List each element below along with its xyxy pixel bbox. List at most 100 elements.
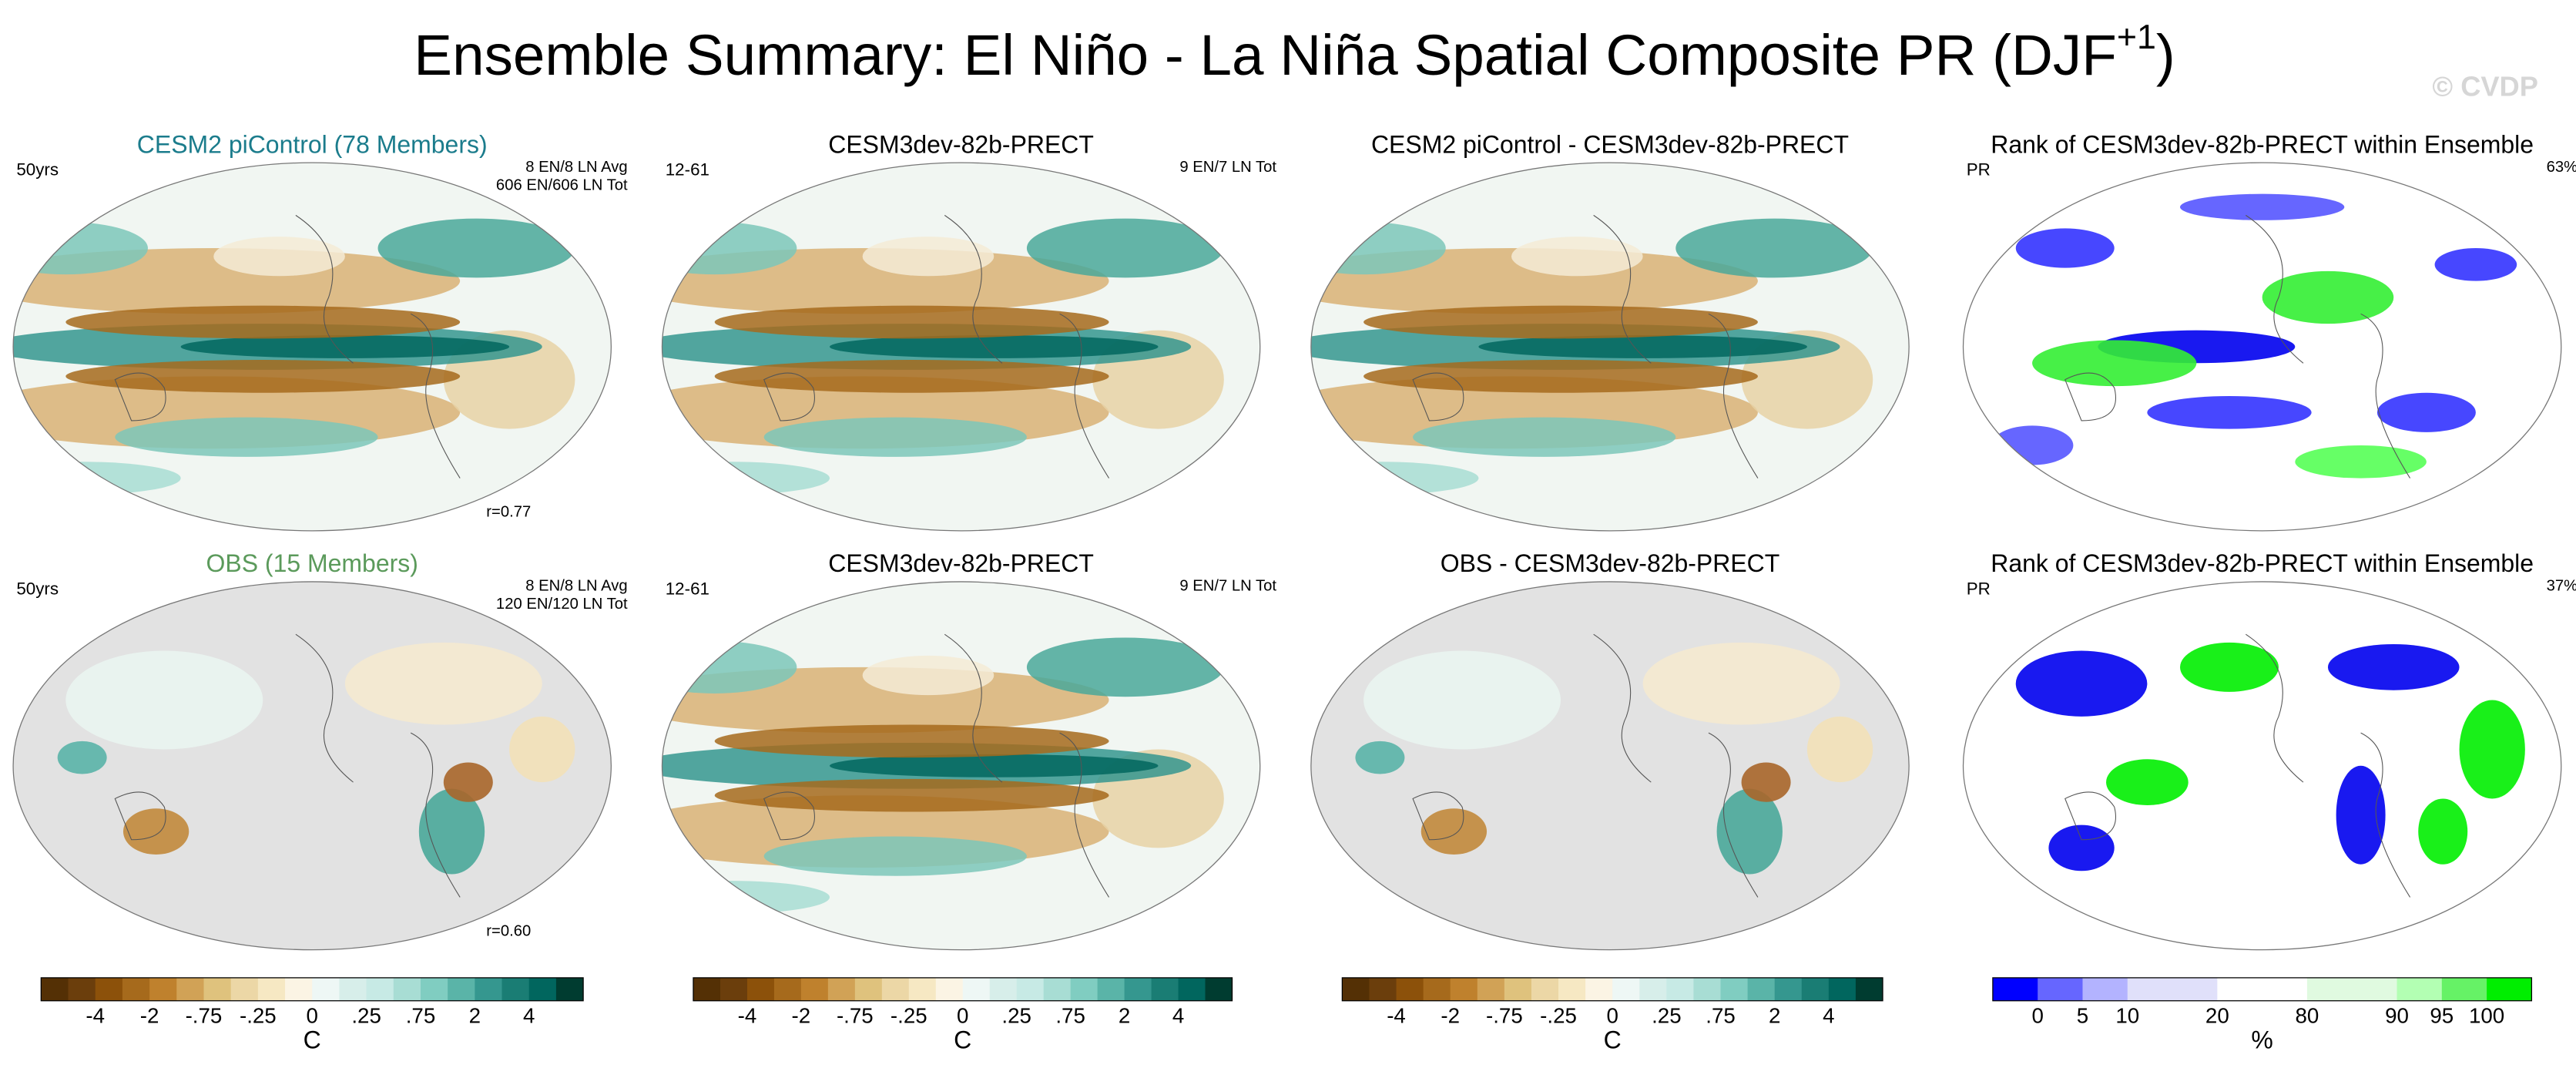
map-border [12,581,612,951]
colorbar-box [1747,977,1776,1001]
colorbar-box [1423,977,1451,1001]
colorbar-box [1855,977,1883,1001]
colorbar-label: 2 [469,1003,481,1027]
colorbar-box [1016,977,1045,1001]
map-field [714,360,1109,393]
map-field [714,724,1109,758]
map-field [2015,650,2148,717]
colorbar-box [1720,977,1749,1001]
colorbar-box [1369,977,1397,1001]
colorbar-box [746,977,775,1001]
colorbar-frame [1341,977,1883,1002]
map-field [2262,270,2394,324]
panel-left-label: 12-61 [666,579,709,599]
colorbar-box [230,977,259,1001]
map-field [862,655,995,696]
map-field [714,778,1109,812]
panel-title: Rank of CESM3dev-82b-PRECT within Ensemb… [1991,549,2534,577]
colorbar-label: -.25 [1540,1003,1577,1027]
colorbar-unit: C [1604,1026,1622,1054]
colorbar-box [881,977,910,1001]
panel-right-label: 606 EN/606 LN Tot [496,176,628,193]
colorbar-box [2082,977,2128,1001]
colorbar-box [149,977,177,1001]
colorbar-box [1097,977,1125,1001]
map-field [1026,637,1224,697]
map-field [1363,305,1758,339]
map-field [1355,740,1405,774]
colorbar-box [68,977,96,1001]
panel-right-label: 9 EN/7 LN Tot [1179,159,1276,176]
panel-title: CESM3dev-82b-PRECT [828,549,1094,577]
colorbar-label: -4 [1387,1003,1406,1027]
coastline [763,633,1109,898]
map [1963,163,2561,531]
colorbar-box [1504,977,1532,1001]
map-field [2180,642,2279,692]
colorbar-label: -4 [86,1003,105,1027]
colorbar-box [1342,977,1370,1001]
colorbar-label: -.75 [837,1003,874,1027]
map-field [2015,228,2115,268]
map-field [2459,700,2525,799]
colorbar-box [2487,977,2532,1001]
colorbar-box [2306,977,2353,1001]
panel-left-label: PR [1967,579,1991,599]
colorbar-label: .75 [1055,1003,1085,1027]
colorbar-box [312,977,340,1001]
colorbar-label: 0 [957,1003,968,1027]
map-field [862,237,995,277]
colorbar-label: -.75 [1486,1003,1523,1027]
map-border [1310,162,1910,532]
colorbar-label: .25 [351,1003,381,1027]
colorbar-unit: % [2251,1026,2272,1054]
colorbar-box [122,977,150,1001]
map-field [662,221,797,275]
colorbar-box [1477,977,1505,1001]
colorbar-box [1205,977,1233,1001]
colorbar-box [908,977,937,1001]
panel-title: Rank of CESM3dev-82b-PRECT within Ensemb… [1991,130,2534,158]
coastline [1412,633,1759,898]
map [662,581,1260,950]
colorbar-label: 80 [2296,1003,2319,1027]
map [13,163,612,531]
map-field [2147,395,2312,429]
panel-title: CESM3dev-82b-PRECT [828,130,1094,158]
colorbar-box [555,977,584,1001]
colorbar-label: -.75 [186,1003,223,1027]
map-field [65,305,461,339]
colorbar-box [285,977,313,1001]
map-border [1962,162,2562,532]
panel-left-label: 50yrs [16,579,59,599]
colorbar-box [420,977,448,1001]
colorbar-box [1450,977,1478,1001]
map-field [2336,765,2386,865]
map-field [763,417,1027,457]
colorbar-label: -2 [1441,1003,1460,1027]
map-field [1310,221,1446,275]
map [1310,581,1910,950]
colorbar-label: -4 [738,1003,757,1027]
map-field [122,808,190,855]
colorbar-box [176,977,204,1001]
colorbar-label: 0 [2031,1003,2043,1027]
colorbar-box [2441,977,2487,1001]
colorbar-box [1151,977,1179,1001]
colorbar-box [1801,977,1830,1001]
colorbar-label: 5 [2077,1003,2088,1027]
colorbar-box [1774,977,1803,1001]
map-field [344,642,542,725]
colorbar-box [1043,977,1072,1001]
colorbar-box [2217,977,2263,1001]
map-field [1420,808,1488,855]
map-field [1511,237,1643,277]
colorbar-label: 2 [1769,1003,1780,1027]
map [1963,581,2561,950]
colorbar-label: 4 [523,1003,535,1027]
title-superscript: +1 [2117,18,2156,56]
colorbar-box [1396,977,1424,1001]
colorbar-label: 10 [2115,1003,2139,1027]
map-field [1413,417,1676,457]
colorbar-box [1612,977,1640,1001]
